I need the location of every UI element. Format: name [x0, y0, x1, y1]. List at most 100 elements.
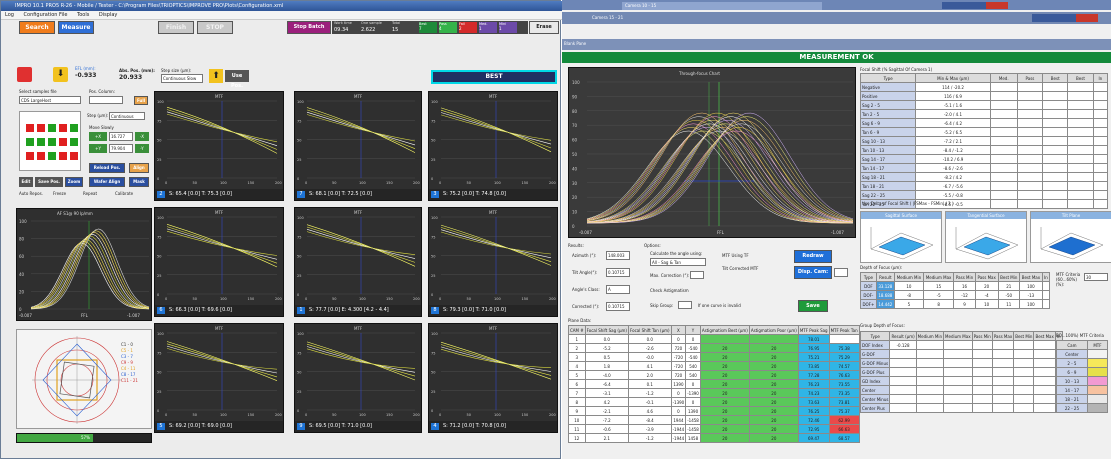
target-legend-item: C9 - 9 — [121, 360, 133, 365]
step-mode-select[interactable]: Continuous — [109, 112, 145, 120]
search-button[interactable]: Search — [19, 21, 55, 34]
move-y-button[interactable]: +Y — [89, 144, 107, 153]
menu-configuration-file[interactable]: Configuration File — [23, 12, 68, 18]
use-pos-button[interactable]: Use Pos. — [225, 70, 249, 89]
depth-of-focus-table: Type Result Medium Min Medium Max Pass Min Pa… — [860, 272, 1051, 309]
sample-cell[interactable] — [37, 152, 45, 160]
edit-button[interactable]: Edit — [19, 177, 33, 187]
sample-cell[interactable] — [48, 152, 56, 160]
arrow-down-icon[interactable]: ⬇ — [53, 67, 68, 82]
wafer-align-button[interactable]: Wafer Align — [89, 177, 125, 187]
camera-tab-2[interactable]: Camera 15 - 21 — [592, 15, 624, 20]
save-button[interactable]: Save — [798, 300, 828, 312]
skip-group-input[interactable] — [678, 301, 692, 309]
mtf-criteria-input[interactable]: 30 — [1084, 273, 1108, 281]
x-position-input[interactable]: 16.727 — [109, 132, 133, 141]
mtf-xtick: 0 — [165, 181, 167, 185]
tf-ytick: 60 — [572, 138, 578, 143]
table-cell — [989, 181, 1018, 191]
full-button[interactable]: Full — [134, 96, 148, 105]
use-delta-checkbox[interactable]: Use Delta of Focal Shift ( |FSMax - FSMi… — [862, 201, 954, 206]
move-slowly-checkbox[interactable]: Move Slowly — [89, 125, 114, 130]
mtf-curve — [166, 345, 278, 374]
calc-select[interactable]: All - Sag & Tan — [650, 258, 706, 266]
mtf-curve — [440, 107, 552, 153]
finish-button[interactable]: Finish — [158, 21, 194, 34]
sample-cell[interactable] — [59, 152, 67, 160]
table-cell: Negative — [859, 82, 917, 92]
max-correction-input[interactable] — [690, 271, 704, 279]
check-astigmatism-checkbox[interactable]: Check Astigmatism — [650, 288, 689, 293]
auto-repos-checkbox[interactable]: Auto Repos. — [19, 191, 43, 196]
freeze-checkbox[interactable]: Freeze — [53, 191, 67, 196]
close-button-2[interactable] — [1076, 14, 1098, 22]
table-cell: 2.0 — [627, 370, 672, 380]
samples-file-select[interactable]: CDS LargeHost — [19, 96, 81, 104]
sample-cell[interactable] — [59, 138, 67, 146]
sample-cell[interactable] — [70, 152, 78, 160]
sample-cell[interactable] — [70, 138, 78, 146]
disp-cam-input[interactable] — [834, 268, 848, 277]
sample-cell[interactable] — [48, 138, 56, 146]
zoom-button[interactable]: Zoom — [65, 177, 83, 187]
maximize-button-1[interactable] — [964, 2, 986, 9]
sample-cell[interactable] — [26, 152, 34, 160]
maximize-button-2[interactable] — [1054, 14, 1076, 22]
tf-series — [587, 123, 854, 224]
table-cell: 76.23 — [797, 379, 830, 389]
red-diamond-icon[interactable] — [17, 67, 32, 82]
surface-plot-title: Sagittal Surface — [861, 212, 941, 219]
erase-button[interactable]: Erase — [529, 21, 559, 34]
table-cell — [991, 358, 1015, 368]
stop-batch-button[interactable]: Stop Batch — [287, 21, 331, 34]
skip-group-checkbox[interactable]: Skip Group: — [650, 303, 674, 308]
pos-column-select[interactable] — [89, 96, 123, 104]
max-correction-checkbox[interactable]: Max. Correction (°): — [650, 273, 690, 278]
move-y-minus-button[interactable]: -Y — [135, 144, 149, 153]
sample-cell[interactable] — [59, 124, 67, 132]
sample-cell[interactable] — [48, 124, 56, 132]
mtf-caption: 5 S: 69.2 [0.0] T: 69.0 [0.0] — [155, 421, 283, 432]
mask-button[interactable]: Mask — [129, 177, 149, 187]
step-size-select[interactable]: Continuous Slow — [161, 74, 203, 83]
table-row: 4 1.8 4.1 -720 540 20 20 73.85 74.57 — [568, 361, 860, 371]
minimize-button-1[interactable] — [942, 2, 964, 9]
arrow-up-icon[interactable]: ⬆ — [209, 69, 223, 83]
camera-tab-1[interactable]: Camera 10 - 15 — [622, 2, 822, 10]
tilt-corrected-mtf-checkbox[interactable]: Tilt Corrected MTF — [722, 266, 759, 271]
mtf-ytick: 50 — [157, 255, 161, 259]
sample-cell[interactable] — [26, 124, 34, 132]
menu-display[interactable]: Display — [98, 12, 118, 18]
table-cell: 6 - 9 — [1056, 367, 1088, 377]
table-row: Center — [1056, 349, 1109, 359]
sample-cell[interactable] — [26, 138, 34, 146]
redraw-button[interactable]: Redraw — [794, 250, 832, 263]
move-x-minus-button[interactable]: -X — [135, 132, 149, 141]
minimize-button-2[interactable] — [1032, 14, 1054, 22]
measure-button[interactable]: Measure — [58, 21, 94, 34]
save-pos-button[interactable]: Save Pos. — [35, 177, 63, 187]
menu-log[interactable]: Log — [5, 12, 14, 18]
blank-pane-tab[interactable]: Blank Pane — [564, 41, 587, 46]
close-button-1[interactable] — [986, 2, 1008, 9]
menu-tools[interactable]: Tools — [77, 12, 90, 18]
sample-cell[interactable] — [37, 124, 45, 132]
mtf-using-tf-checkbox[interactable]: MTF Using TF — [722, 253, 749, 258]
calibrate-checkbox[interactable]: Calibrate — [115, 191, 134, 196]
column-header: Pass — [1016, 73, 1044, 83]
table-cell — [1086, 403, 1109, 413]
disp-cam-button[interactable]: Disp. Cam: — [794, 266, 832, 279]
move-x-button[interactable]: +X — [89, 132, 107, 141]
table-cell — [1016, 190, 1044, 200]
stop-button[interactable]: STOP — [197, 21, 233, 34]
sample-cell[interactable] — [70, 124, 78, 132]
reload-pos-button[interactable]: Reload Pos. — [89, 163, 125, 173]
y-position-input[interactable]: 79.904 — [109, 144, 133, 153]
sample-cell[interactable] — [37, 138, 45, 146]
repeat-checkbox[interactable]: Repeat — [83, 191, 98, 196]
table-cell — [1042, 136, 1069, 146]
align-button[interactable]: Align — [129, 163, 149, 173]
tf-ytick: 0 — [572, 224, 575, 229]
if-curve-invalid-checkbox[interactable]: If one curve is invalid — [698, 303, 741, 308]
